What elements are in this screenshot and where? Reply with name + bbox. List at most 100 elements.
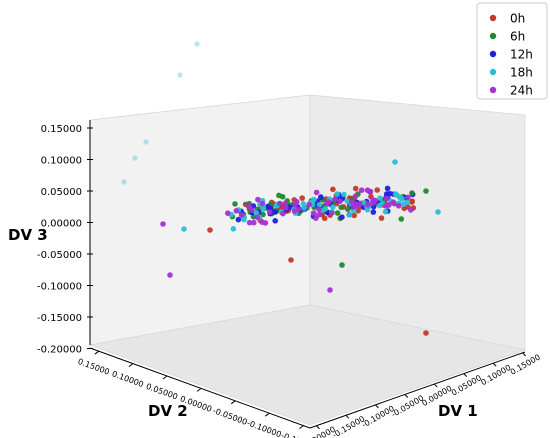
data-point: [259, 200, 266, 207]
data-point: [318, 194, 324, 200]
data-point: [251, 219, 257, 226]
legend-marker: [489, 32, 497, 40]
data-point: [404, 199, 411, 205]
data-point: [272, 218, 279, 224]
data-point: [393, 192, 400, 198]
x-axis-line: [309, 351, 526, 429]
data-point: [338, 204, 345, 211]
y-axis-line: [89, 347, 311, 429]
data-point: [253, 210, 260, 216]
y-tick-mark: [128, 363, 134, 368]
data-point: [408, 207, 414, 213]
x-tick-mark: [345, 414, 350, 419]
z-tick-label: -0.20000: [37, 345, 82, 356]
data-point: [399, 195, 405, 202]
y-tick-label: -0.05000: [212, 406, 249, 427]
z-axis-ticks: 0.15000 0.10000 0.05000 0.00000 -0.05000 -0.1…: [37, 124, 93, 356]
legend-marker: [489, 14, 497, 22]
data-point: [207, 227, 213, 233]
floor-pane: [88, 304, 527, 426]
data-point-faint: [177, 72, 183, 78]
data-point: [348, 199, 355, 205]
data-point: [301, 205, 308, 211]
data-point: [384, 185, 391, 192]
y-tick-label: 0.15000: [77, 357, 111, 377]
legend-label: 6h: [510, 30, 525, 44]
legend: 0h 6h 12h 18h 24h: [476, 2, 548, 100]
y-tick-mark: [196, 387, 202, 392]
data-point: [316, 201, 323, 208]
data-point-faint: [143, 139, 149, 145]
data-point: [233, 208, 240, 214]
data-point: [316, 206, 322, 213]
legend-marker: [489, 86, 497, 94]
data-point: [334, 210, 341, 216]
data-point: [387, 190, 393, 197]
data-point: [378, 215, 385, 221]
data-point: [374, 187, 381, 193]
data-point: [310, 210, 317, 216]
x-tick-mark: [375, 404, 379, 409]
z-tick-label: -0.05000: [37, 250, 82, 261]
data-point: [352, 185, 359, 192]
data-point: [395, 203, 402, 209]
data-point-faint: [132, 155, 138, 161]
data-point: [267, 209, 273, 215]
data-point: [330, 186, 336, 193]
data-point: [282, 200, 289, 207]
data-point: [238, 212, 245, 218]
data-point: [351, 212, 358, 219]
data-point: [300, 201, 307, 207]
data-point: [329, 210, 335, 216]
data-point: [330, 204, 336, 210]
data-point: [341, 191, 347, 198]
data-point: [246, 219, 253, 226]
data-point: [248, 207, 255, 213]
data-point: [390, 199, 397, 206]
data-point: [167, 272, 173, 278]
data-point: [255, 196, 261, 203]
data-point: [254, 214, 261, 221]
data-point: [230, 226, 237, 232]
data-point: [279, 193, 286, 200]
data-point: [265, 203, 271, 210]
legend-box: [476, 2, 548, 100]
data-point: [291, 208, 298, 214]
data-point: [259, 219, 266, 225]
data-point: [386, 202, 392, 208]
data-point: [160, 221, 166, 227]
x-tick-mark: [433, 383, 438, 388]
z-tick-label: 0.05000: [41, 187, 82, 198]
y-tick-label: 0.10000: [111, 369, 145, 389]
data-point: [405, 194, 411, 201]
data-point: [398, 216, 405, 222]
x-tick-mark: [492, 362, 497, 367]
y-axis-title: DV 2: [148, 402, 188, 420]
data-point: [277, 200, 283, 207]
data-point: [352, 193, 359, 199]
data-point: [296, 206, 302, 213]
data-point: [288, 257, 294, 263]
y-tick-mark: [94, 350, 100, 355]
z-tick-label: -0.15000: [37, 313, 82, 324]
data-point: [313, 189, 320, 196]
legend-label: 12h: [510, 48, 533, 62]
y-tick-mark: [264, 412, 270, 417]
z-tick-label: 0.15000: [41, 124, 82, 135]
data-point: [334, 191, 341, 197]
data-point: [283, 205, 289, 211]
z-tick-label: -0.10000: [37, 282, 82, 293]
legend-marker: [489, 50, 497, 58]
data-point: [370, 209, 377, 215]
data-point: [339, 214, 345, 220]
data-point: [311, 196, 317, 203]
data-point: [272, 209, 278, 215]
data-point: [364, 206, 371, 213]
data-point-faint: [121, 179, 127, 185]
data-point: [306, 201, 313, 208]
scatter-points: [121, 41, 441, 336]
y-tick-mark: [162, 375, 168, 380]
data-point: [299, 195, 306, 201]
data-point: [409, 190, 415, 196]
